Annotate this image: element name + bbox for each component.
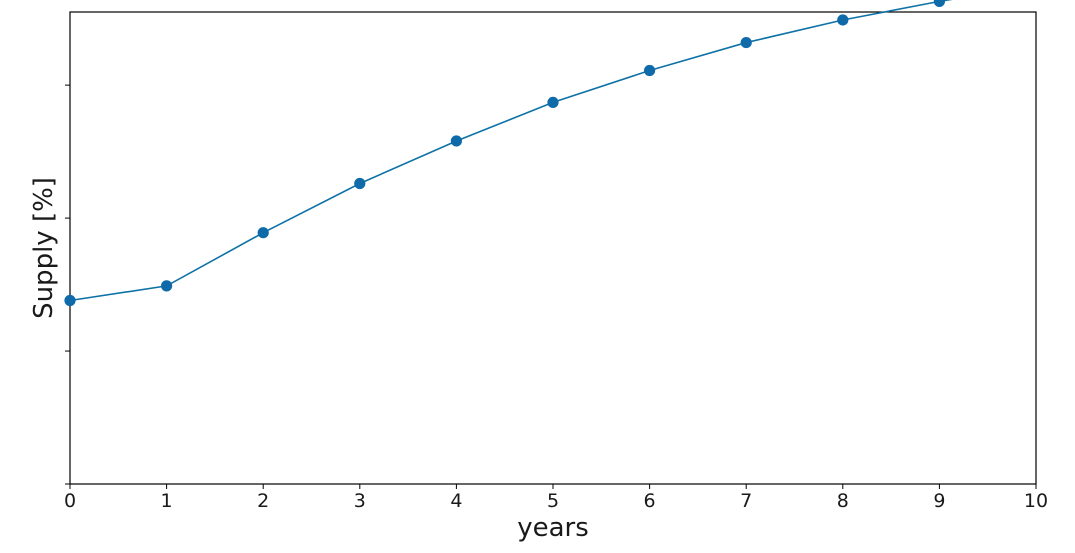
data-point-2 bbox=[257, 227, 269, 239]
x-axis-label: years bbox=[517, 513, 589, 543]
x-tick-label-7: 7 bbox=[740, 490, 752, 512]
x-tick-label-9: 9 bbox=[933, 490, 945, 512]
series-group bbox=[64, 0, 953, 307]
plot-area bbox=[69, 11, 1037, 485]
y-ticks bbox=[65, 84, 70, 485]
x-tick-label-1: 1 bbox=[161, 490, 173, 512]
data-point-6 bbox=[644, 64, 656, 77]
x-tick-label-2: 2 bbox=[257, 490, 269, 512]
x-tick-label-5: 5 bbox=[547, 490, 559, 512]
x-tick-label-4: 4 bbox=[450, 490, 462, 512]
x-tick-label-0: 0 bbox=[64, 490, 76, 512]
x-tick-label-10: 10 bbox=[1024, 490, 1048, 512]
data-point-1 bbox=[161, 280, 173, 292]
data-point-4 bbox=[450, 135, 462, 147]
x-tick-label-3: 3 bbox=[354, 490, 366, 512]
x-tick-label-8: 8 bbox=[837, 490, 849, 512]
x-ticks: 0 1 2 3 4 5 6 7 8 9 10 bbox=[64, 484, 1048, 512]
data-point-5 bbox=[547, 96, 559, 109]
data-point-9 bbox=[933, 0, 945, 7]
data-point-8 bbox=[837, 14, 849, 26]
x-tick-label-6: 6 bbox=[644, 490, 656, 512]
data-point-7 bbox=[740, 36, 752, 49]
data-point-3 bbox=[354, 177, 366, 190]
series-line-0 bbox=[69, 0, 953, 302]
y-axis-label: Supply [%] bbox=[29, 177, 59, 319]
data-point-0 bbox=[64, 294, 76, 307]
